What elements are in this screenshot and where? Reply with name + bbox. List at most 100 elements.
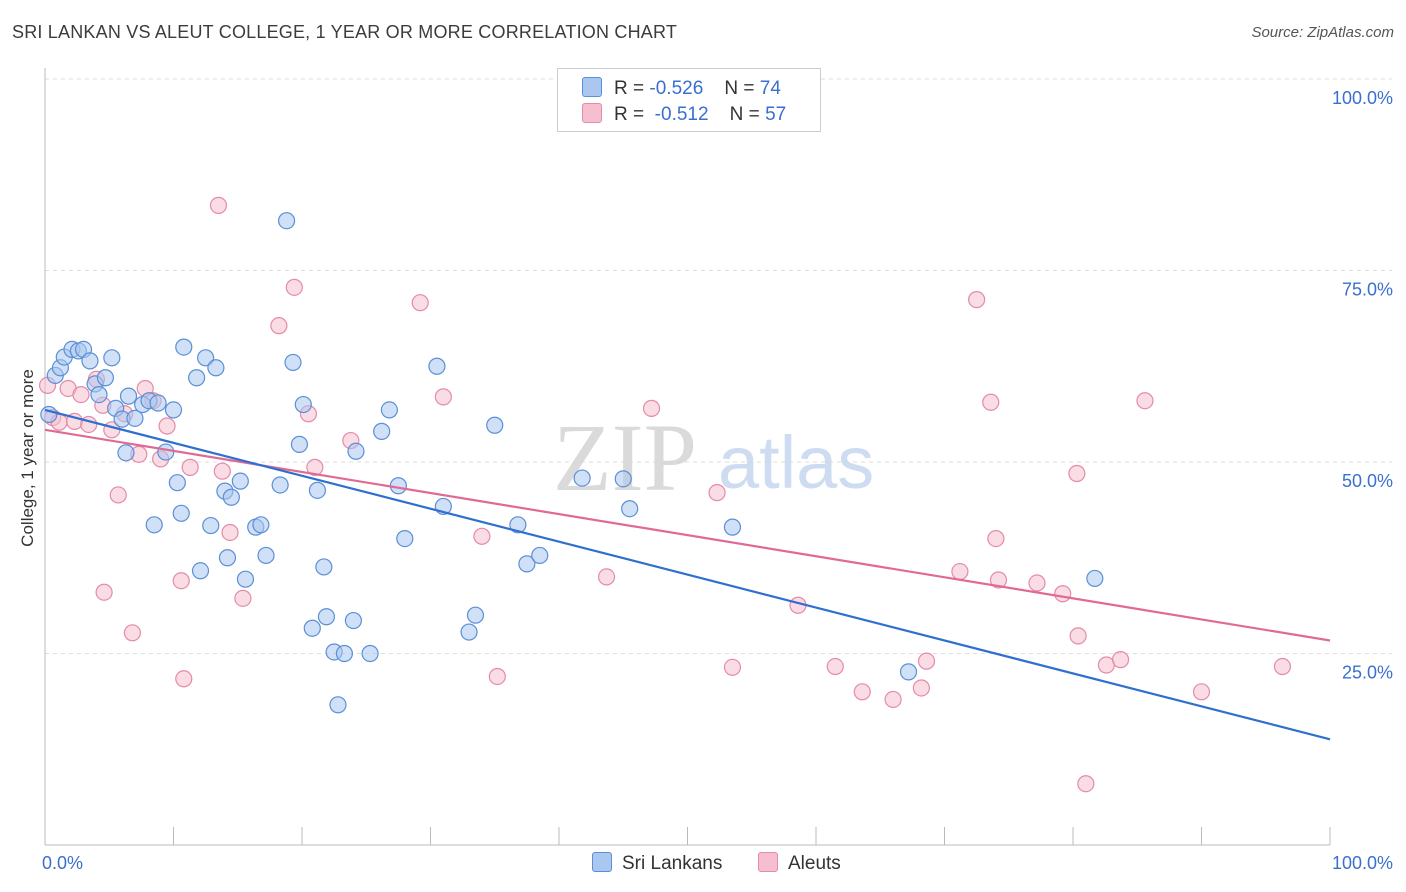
sri-lankan-point: [315, 558, 333, 576]
aleut-point: [270, 317, 288, 335]
sri-lankan-point: [428, 357, 446, 375]
sri-lankan-point: [188, 369, 206, 387]
y-tick-label: 25.0%: [1342, 663, 1393, 683]
sri-lankan-point: [145, 516, 163, 534]
sri-lankan-point: [460, 623, 478, 641]
aleut-point: [209, 196, 228, 214]
aleut-point: [1054, 585, 1072, 603]
sri-lankan-point: [344, 611, 362, 630]
sri-lankan-point: [271, 476, 289, 494]
trend-lines: [44, 408, 1331, 741]
axes: [44, 68, 1331, 846]
sri-lankan-point: [621, 500, 639, 518]
aleut-point: [158, 417, 176, 435]
aleut-point: [72, 385, 90, 404]
y-axis-label: College, 1 year or more: [18, 369, 37, 547]
aleut-point: [234, 589, 252, 607]
series-swatch-aleuts: [758, 852, 778, 872]
sri-lankan-point: [396, 529, 414, 548]
sri-lankan-point: [303, 619, 321, 637]
series-name: Aleuts: [788, 853, 841, 874]
sri-lankan-point: [175, 338, 193, 356]
chart-title: SRI LANKAN VS ALEUT COLLEGE, 1 YEAR OR M…: [12, 22, 678, 42]
sri-lankan-points: [40, 212, 1104, 714]
sri-lankan-point: [202, 516, 220, 535]
sri-lankan-point: [614, 470, 632, 488]
aleut-point: [1111, 651, 1130, 669]
x-tick-label: 0.0%: [42, 853, 83, 873]
sri-lankan-point: [168, 474, 186, 492]
sri-lankan-point: [172, 504, 190, 522]
legend-row-aleuts: R = -0.512 N = 57: [582, 103, 786, 126]
sri-lankan-point: [573, 469, 591, 487]
legend-n-label: N =: [724, 78, 755, 99]
aleut-point: [473, 527, 491, 545]
legend-row-sri-lankans: R = -0.526 N = 74: [582, 77, 781, 100]
sri-lankan-point: [231, 472, 249, 490]
sri-lankan-point: [380, 401, 398, 419]
sri-lankan-point: [486, 416, 504, 434]
sri-lankan-point: [191, 562, 210, 580]
aleut-point: [175, 670, 193, 688]
sri-lankan-point: [531, 546, 549, 565]
aleut-point: [723, 658, 742, 676]
sri-lankan-point: [277, 212, 296, 230]
sri-lankan-point: [157, 443, 175, 461]
aleut-point: [826, 657, 844, 676]
tick-labels: 25.0% 50.0% 75.0% 100.0% 0.0% 100.0%: [42, 88, 1393, 873]
watermark-zip: ZIP: [553, 404, 697, 511]
sri-lankan-point: [284, 353, 302, 372]
aleut-point: [123, 624, 141, 642]
x-tick-label: 100.0%: [1332, 853, 1393, 873]
watermark-atlas: atlas: [718, 421, 874, 504]
legend-r-label: R =: [614, 104, 645, 125]
aleut-point: [434, 388, 452, 406]
sri-lankan-point: [40, 405, 58, 424]
sri-lankan-point: [197, 349, 215, 367]
sri-lankan-point: [1086, 569, 1104, 588]
aleut-point: [642, 399, 661, 417]
sri-lankan-point: [90, 385, 108, 404]
sri-lankan-point: [361, 644, 379, 663]
sri-lankan-point: [96, 369, 114, 387]
legend-n-value: 74: [759, 78, 781, 99]
sri-lankan-point: [252, 516, 270, 534]
legend-swatch-sri-lankans: [582, 77, 602, 97]
aleut-point: [884, 690, 902, 709]
aleut-point: [1028, 574, 1046, 592]
series-legend: Sri Lankans Aleuts: [0, 852, 1406, 878]
sri-lankan-point: [466, 606, 485, 624]
sri-lankan-point: [335, 644, 354, 663]
aleut-point: [917, 652, 936, 670]
aleut-point: [708, 484, 726, 502]
sri-lankan-point: [81, 352, 99, 370]
sri-lankan-point: [373, 422, 391, 440]
sri-lankan-point: [518, 555, 536, 573]
aleut-point: [951, 562, 969, 581]
legend-n-label: N =: [729, 104, 760, 125]
aleut-point: [1068, 464, 1086, 483]
aleut-point: [285, 278, 303, 296]
aleut-point: [1273, 657, 1292, 676]
aleut-point: [306, 458, 324, 476]
sri-lankan-point: [207, 359, 225, 377]
aleut-point: [109, 486, 127, 504]
aleut-point: [982, 393, 1000, 411]
sri-lankan-point: [119, 387, 138, 405]
legend-r-value: -0.512: [654, 104, 709, 125]
series-legend-sri-lankans: Sri Lankans: [592, 852, 722, 875]
series-legend-aleuts: Aleuts: [758, 852, 841, 875]
aleut-point: [181, 458, 199, 476]
aleut-point: [1077, 775, 1095, 793]
y-tick-label: 50.0%: [1342, 471, 1393, 491]
sri-lankan-point: [222, 488, 240, 506]
source-label: Source: ZipAtlas.com: [1251, 24, 1394, 41]
aleut-point: [853, 683, 871, 701]
legend-n-value: 57: [765, 104, 787, 125]
stats-legend: R = -0.526 N = 74 R = -0.512 N = 57: [557, 68, 821, 132]
aleut-point: [968, 291, 986, 309]
aleut-point: [221, 523, 239, 542]
sri-lankan-point: [126, 409, 144, 427]
aleut-point: [95, 583, 113, 601]
